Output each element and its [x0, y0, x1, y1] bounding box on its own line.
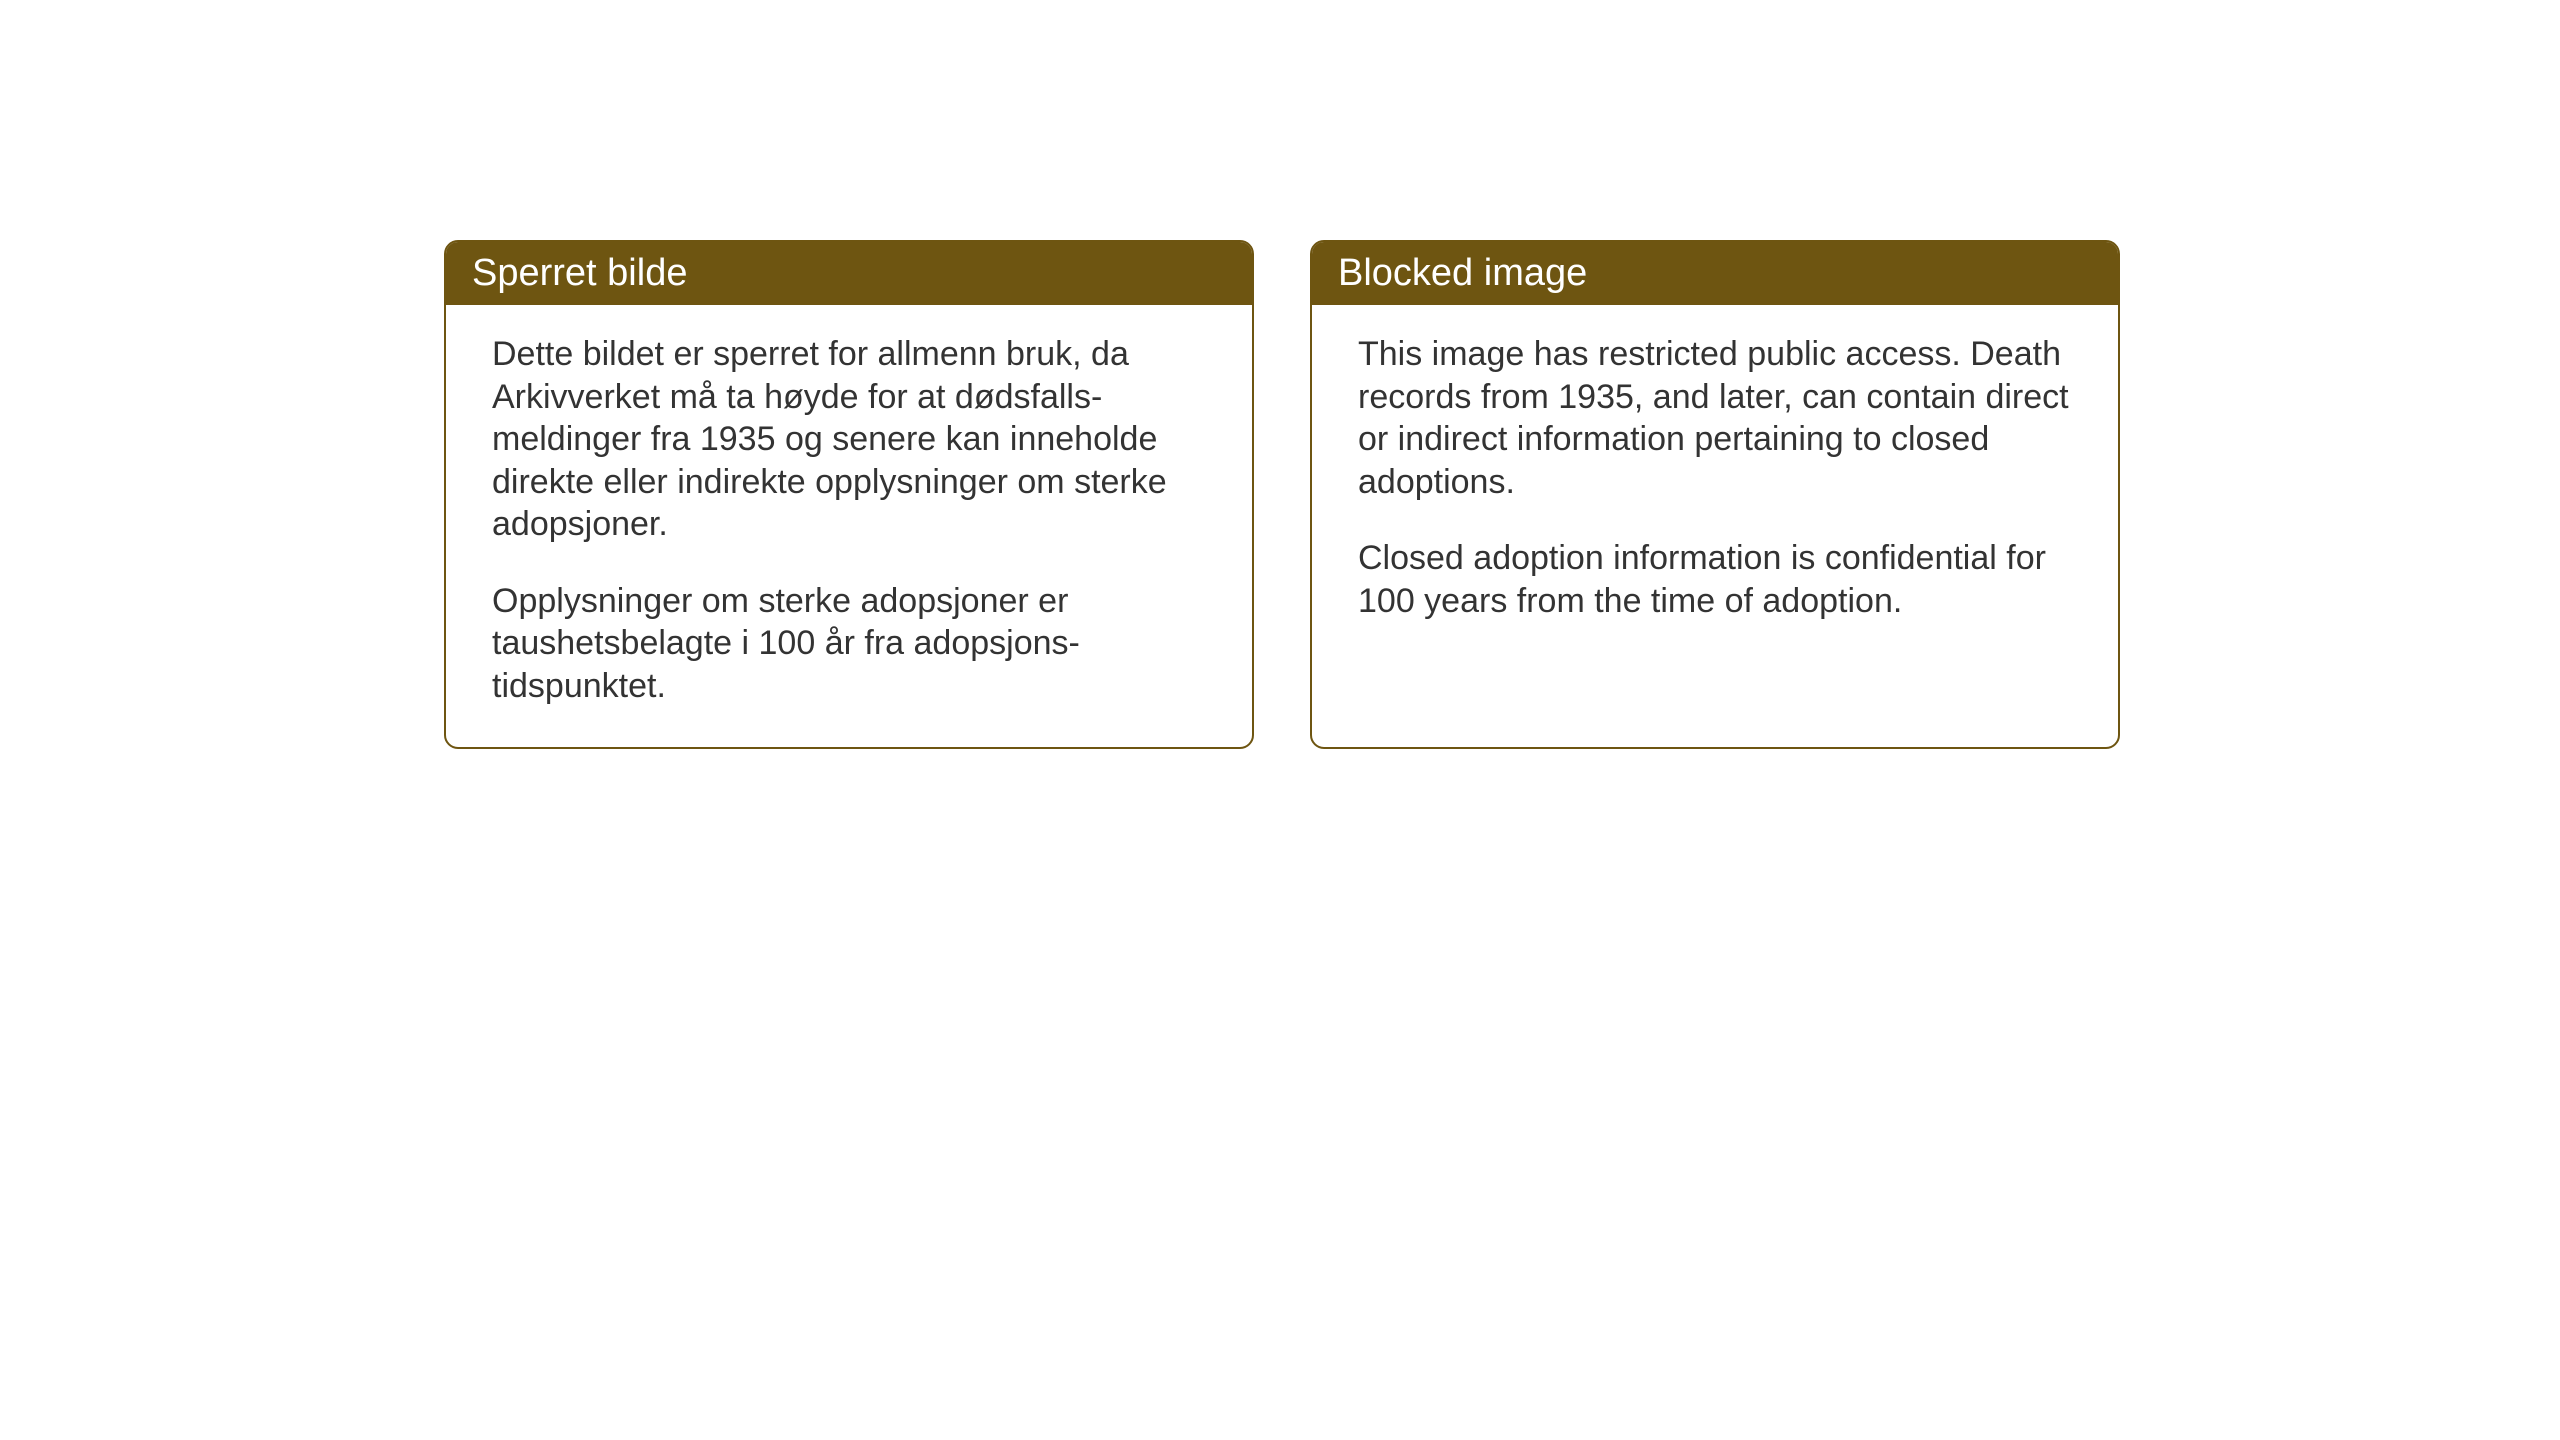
notice-body-english: This image has restricted public access.… — [1312, 305, 2118, 662]
notice-paragraph-1-english: This image has restricted public access.… — [1358, 333, 2072, 503]
notice-title-english: Blocked image — [1338, 252, 1587, 294]
notice-card-english: Blocked image This image has restricted … — [1310, 240, 2120, 749]
notice-card-norwegian: Sperret bilde Dette bildet er sperret fo… — [444, 240, 1254, 749]
notice-paragraph-2-norwegian: Opplysninger om sterke adopsjoner er tau… — [492, 580, 1206, 708]
notice-container: Sperret bilde Dette bildet er sperret fo… — [444, 240, 2120, 749]
notice-body-norwegian: Dette bildet er sperret for allmenn bruk… — [446, 305, 1252, 747]
notice-title-norwegian: Sperret bilde — [472, 252, 687, 294]
notice-paragraph-2-english: Closed adoption information is confident… — [1358, 537, 2072, 622]
notice-paragraph-1-norwegian: Dette bildet er sperret for allmenn bruk… — [492, 333, 1206, 546]
notice-header-english: Blocked image — [1312, 242, 2118, 305]
notice-header-norwegian: Sperret bilde — [446, 242, 1252, 305]
